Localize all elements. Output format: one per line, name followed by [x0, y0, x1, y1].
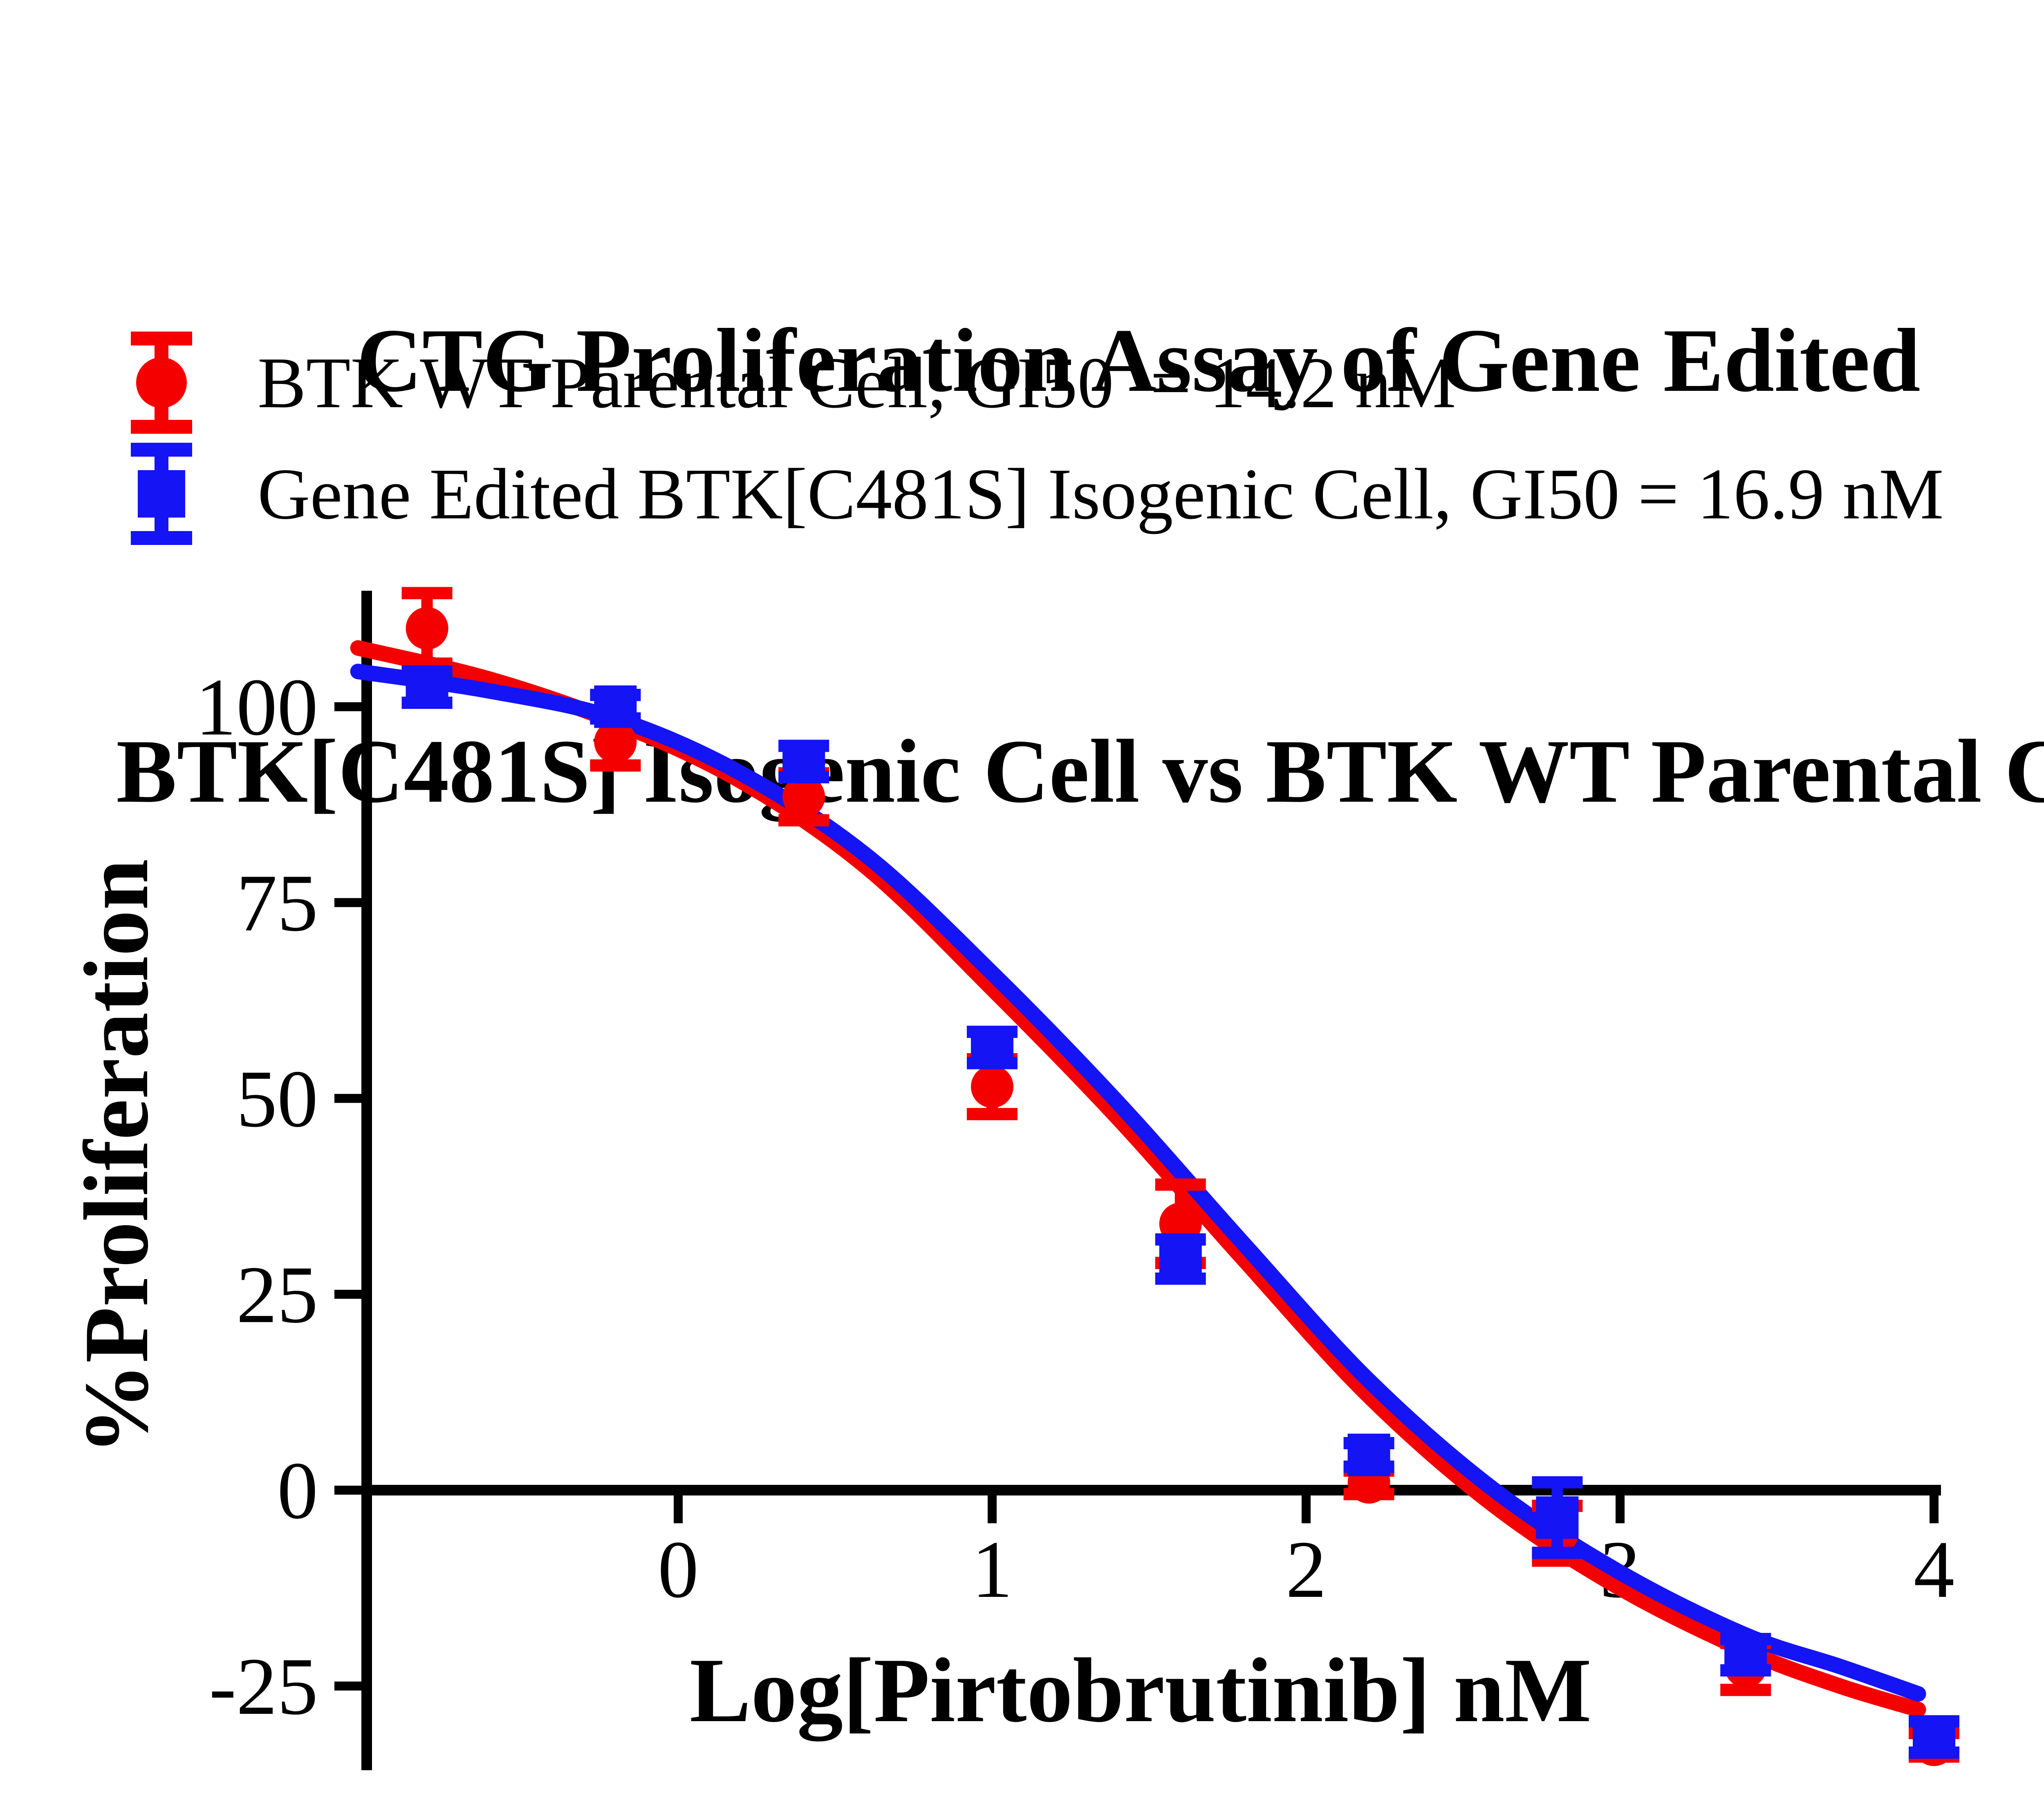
blue-data-point: [594, 685, 637, 728]
y-tick-label: 75: [236, 858, 318, 948]
legend-item-c481s-isogenic: Gene Edited BTK[C481S] Isogenic Cell, GI…: [88, 438, 1944, 549]
blue-fit-curve: [350, 664, 1926, 1702]
blue-data-point: [1536, 1496, 1579, 1539]
legend-circle-marker: [136, 357, 187, 408]
y-tick-label: -25: [209, 1641, 318, 1732]
legend-item-wt-parental: BTK WT Parental Cell, GI50 = 14.2 nM: [88, 327, 1944, 438]
red-series: [401, 587, 1959, 1766]
red-data-point: [782, 775, 825, 818]
blue-data-point: [1913, 1715, 1955, 1758]
x-tick-label: 2: [1286, 1525, 1327, 1615]
blue-square-errorbar-icon: [131, 443, 192, 545]
blue-data-point: [1347, 1433, 1390, 1476]
chart-title-line1: CTG Proliferation Assay of Gene Edited: [356, 310, 1921, 411]
blue-data-point: [1724, 1633, 1767, 1676]
y-axis-title: %Proliferation: [65, 859, 167, 1455]
x-tick-label: 1: [972, 1525, 1013, 1615]
red-data-point: [406, 607, 448, 650]
red-fit-curve: [350, 640, 1926, 1717]
y-tick-label: 100: [195, 662, 318, 753]
legend-label-c481s-isogenic: Gene Edited BTK[C481S] Isogenic Cell, GI…: [258, 453, 1944, 534]
blue-series: [401, 665, 1959, 1759]
x-tick-label: 0: [658, 1525, 699, 1615]
legend-label-wt-parental: BTK WT Parental Cell, GI50 = 14.2 nM: [258, 342, 1456, 423]
red-data-point: [594, 720, 637, 763]
blue-data-point: [406, 666, 448, 708]
legend: BTK WT Parental Cell, GI50 = 14.2 nM Gen…: [88, 327, 1944, 549]
x-axis-title: Log[Pirtobrutinib] nM: [690, 1639, 1591, 1742]
y-tick-label: 0: [277, 1446, 318, 1536]
blue-data-point: [971, 1026, 1013, 1069]
y-tick-label: 25: [236, 1250, 318, 1340]
y-tick-label: 50: [236, 1054, 318, 1144]
blue-data-point: [782, 740, 825, 783]
red-data-point: [971, 1065, 1013, 1108]
red-circle-errorbar-icon: [131, 332, 192, 434]
legend-square-marker: [138, 470, 185, 518]
x-tick-label: 4: [1914, 1525, 1954, 1615]
blue-data-point: [1159, 1238, 1202, 1280]
